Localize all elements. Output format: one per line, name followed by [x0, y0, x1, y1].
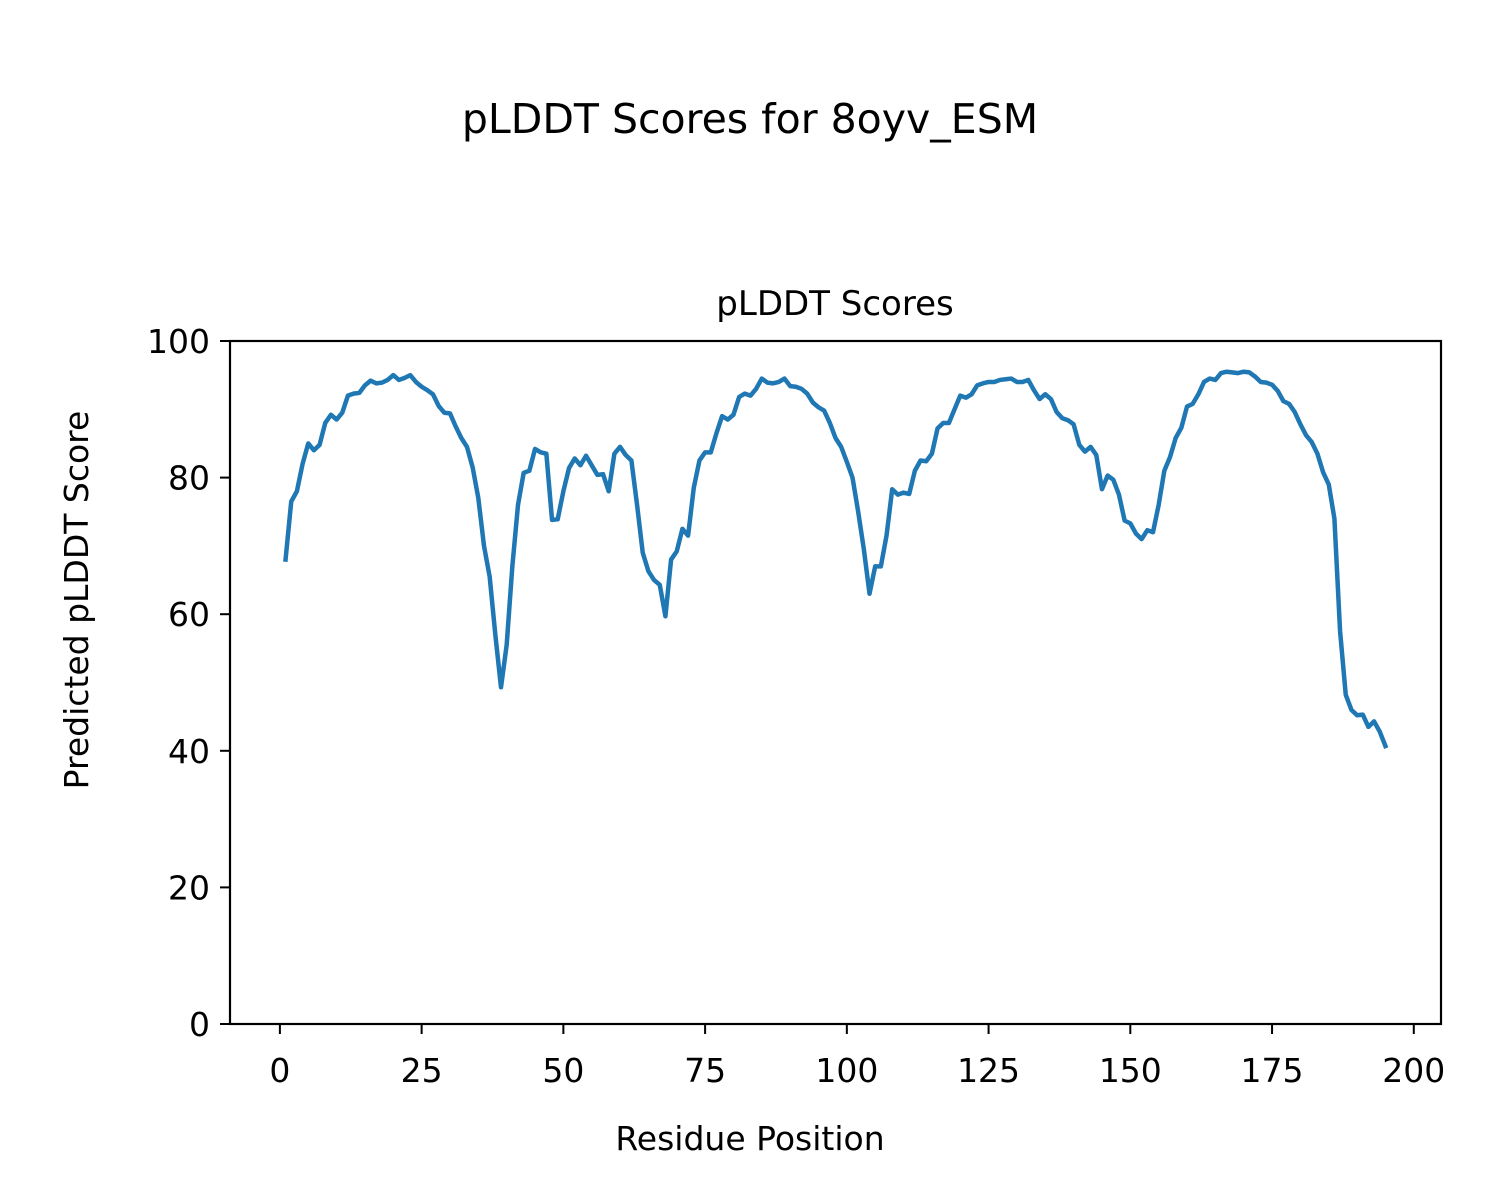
- y-tick-label: 100: [147, 322, 210, 361]
- axes-frame: [228, 339, 1443, 1026]
- x-tick-label: 200: [1382, 1051, 1445, 1090]
- chart-title: pLDDT Scores: [716, 284, 953, 324]
- y-axis-label: Predicted pLDDT Score: [57, 411, 96, 790]
- x-axis-label: Residue Position: [615, 1119, 884, 1158]
- x-axis-ticks: 0 25 50 75 100 125 150 175 200: [269, 1024, 1445, 1090]
- y-axis-ticks: 0 20 40 60 80 100: [147, 322, 230, 1044]
- y-tick-label: 0: [189, 1005, 210, 1044]
- x-tick-label: 0: [269, 1051, 290, 1090]
- x-tick-label: 75: [684, 1051, 726, 1090]
- plot-area: [228, 339, 1443, 1026]
- x-tick-label: 25: [401, 1051, 443, 1090]
- y-tick-label: 80: [168, 459, 210, 498]
- figure-title: pLDDT Scores for 8oyv_ESM: [462, 95, 1038, 143]
- x-tick-label: 125: [957, 1051, 1020, 1090]
- x-tick-label: 50: [542, 1051, 584, 1090]
- series-line-plddt: [283, 369, 1389, 749]
- y-tick-label: 40: [168, 732, 210, 771]
- x-tick-label: 150: [1099, 1051, 1162, 1090]
- x-tick-label: 175: [1241, 1051, 1304, 1090]
- y-tick-label: 20: [168, 868, 210, 907]
- y-tick-label: 60: [168, 595, 210, 634]
- x-tick-label: 100: [815, 1051, 878, 1090]
